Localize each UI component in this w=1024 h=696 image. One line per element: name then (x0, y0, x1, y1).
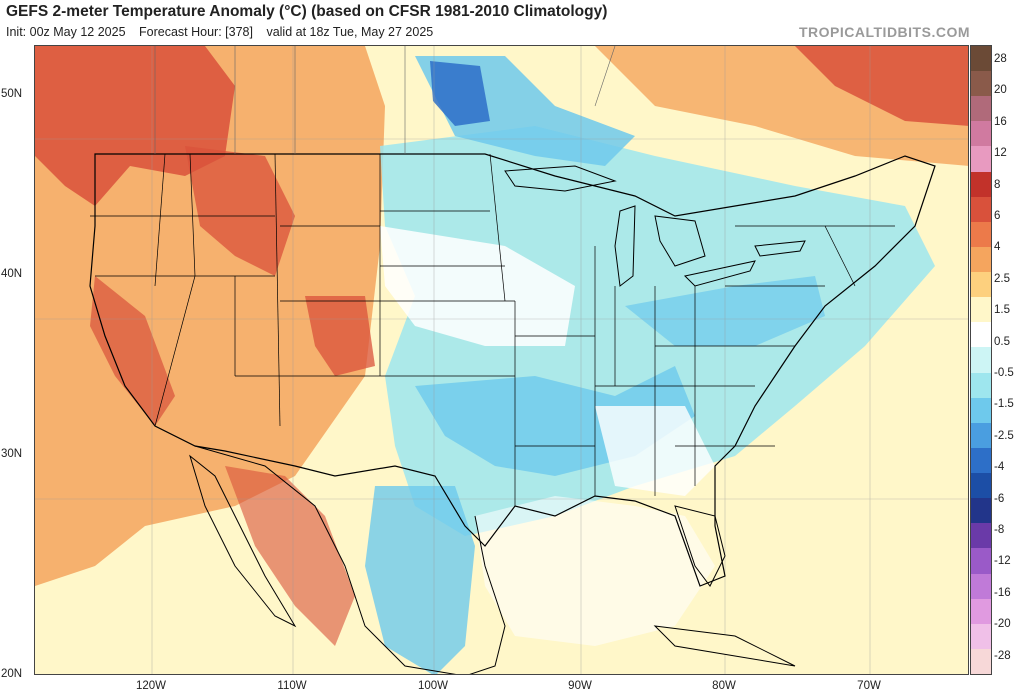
map-graphic (35, 46, 968, 674)
forecast-hour: Forecast Hour: [378] (139, 25, 253, 39)
colorbar-cell (971, 272, 991, 298)
colorbar-tick-label: 12 (994, 147, 1007, 160)
colorbar-cell (971, 146, 991, 173)
cuba (653, 625, 796, 667)
lat-label-20n: 20N (1, 668, 23, 680)
colorbar-tick-label: 1.5 (994, 304, 1010, 317)
colorbar-tick-label: 20 (994, 84, 1007, 97)
colorbar-tick-label: -16 (994, 586, 1011, 599)
warm-anomaly-west (35, 46, 385, 586)
strong-warm-california (90, 276, 175, 426)
canada-lines (154, 46, 616, 154)
lake-michigan (614, 205, 636, 287)
colorbar-cell (971, 548, 991, 574)
colorbar-tick-label: -28 (994, 649, 1011, 662)
state-lines (90, 153, 895, 506)
strong-warm-mexico (225, 466, 355, 646)
valid-time: valid at 18z Tue, May 27 2025 (266, 25, 434, 39)
lat-label-50n: 50N (1, 88, 23, 100)
cool-anomaly-mexico (365, 486, 475, 674)
colorbar-cell (971, 297, 991, 323)
lon-label-70w: 70W (857, 680, 881, 692)
lon-label-120w: 120W (135, 680, 167, 692)
lon-label-110w: 110W (277, 680, 307, 692)
lon-label-90w: 90W (568, 680, 592, 692)
colorbar-cell (971, 121, 991, 147)
gulf-of-mexico (475, 496, 715, 646)
colorbar-tick-label: -12 (994, 555, 1011, 568)
init-time: Init: 00z May 12 2025 (6, 25, 126, 39)
colorbar-cell (971, 623, 991, 650)
colorbar-tick-label: 4 (994, 241, 1001, 254)
colorbar-cell (971, 171, 991, 198)
colorbar-cell (971, 573, 991, 600)
brand-watermark: TROPICALTIDBITS.COM (798, 24, 970, 40)
strong-warm-utah (305, 296, 375, 376)
colorbar-tick-label: 0.5 (994, 335, 1010, 348)
colorbar-tick-label: 8 (994, 178, 1001, 191)
colorbar-cell (971, 347, 991, 374)
neutral-band (380, 226, 575, 346)
lake-erie (683, 260, 756, 287)
colorbar-cell (971, 96, 991, 122)
colorbar-cell (971, 196, 991, 223)
colorbar-cell (971, 523, 991, 549)
colorbar-tick-label: -20 (994, 618, 1011, 631)
colorbar-tick-label: -4 (994, 461, 1005, 474)
lake-ontario (754, 240, 806, 257)
colorbar-tick-label: -2.5 (994, 429, 1014, 442)
map-subtitle: Init: 00z May 12 2025 Forecast Hour: [37… (6, 25, 443, 39)
baja-california (189, 454, 297, 628)
colorbar-tick-label: 16 (994, 115, 1007, 128)
colorbar-tick-label: 6 (994, 210, 1001, 222)
colorbar-cell (971, 598, 991, 625)
lon-label-100w: 100W (417, 680, 449, 692)
colorbar-tick-label: -0.5 (994, 367, 1014, 379)
strong-warm-quebec (795, 46, 968, 126)
colorbar-cell (971, 397, 991, 424)
colorbar-tick-label: -1.5 (994, 398, 1014, 411)
colorbar-tick-label: 2.5 (994, 272, 1010, 285)
lat-label-40n: 40N (1, 268, 23, 280)
colorbar-cell (971, 473, 991, 499)
anomaly-map (34, 45, 969, 675)
colorbar-cell (971, 648, 991, 675)
colorbar-tick-label: -6 (994, 492, 1005, 505)
colorbar (970, 45, 992, 675)
florida (674, 505, 726, 587)
lat-label-30n: 30N (1, 448, 23, 460)
mexico-outline (194, 445, 506, 674)
colorbar-cell (971, 422, 991, 449)
colorbar-tick-label: -8 (994, 524, 1005, 536)
colorbar-cell (971, 372, 991, 399)
colorbar-cell (971, 498, 991, 524)
map-title: GEFS 2-meter Temperature Anomaly (°C) (b… (6, 3, 608, 20)
lake-huron (654, 215, 706, 267)
lon-label-80w: 80W (712, 680, 736, 692)
lake-superior (504, 165, 617, 192)
strong-warm-rockies (185, 146, 295, 276)
colorbar-tick-label: 28 (994, 53, 1007, 65)
strong-warm-northwest (35, 46, 235, 206)
colorbar-cell (971, 71, 991, 97)
colorbar-cell (971, 322, 991, 348)
strong-cool-lake (430, 61, 490, 126)
colorbar-cell (971, 447, 991, 474)
colorbar-cell (971, 221, 991, 248)
colorbar-cell (971, 246, 991, 273)
colorbar-cell (971, 46, 991, 72)
